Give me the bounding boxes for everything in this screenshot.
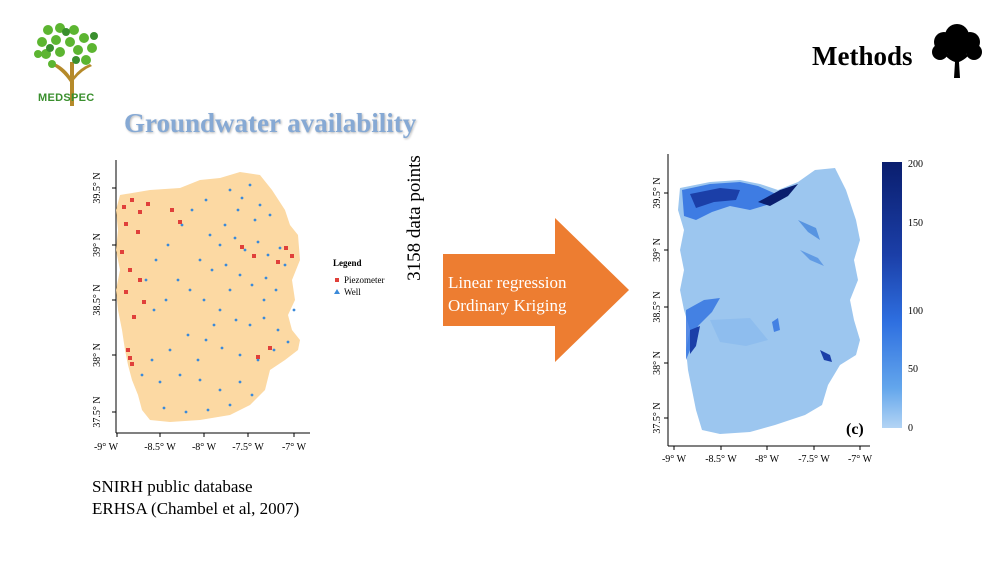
arrow-right-icon — [443, 218, 629, 362]
tree-logo-icon — [34, 23, 98, 106]
x-tick-label: -7° W — [848, 454, 873, 465]
y-tick-label: 37.5° N — [92, 396, 103, 427]
legend-title: Legend — [333, 258, 362, 268]
sampling-points-map: 39.5° N 39° N 38.5° N 38° N 37.5° N -9° … — [92, 160, 384, 453]
x-tick-label: -9° W — [662, 454, 687, 465]
colorbar-label: 200 — [908, 159, 923, 170]
y-tick-label: 38.5° N — [92, 284, 103, 315]
x-tick-label: -8° W — [755, 454, 780, 465]
source-line: SNIRH public database — [92, 477, 253, 496]
data-points-label: 3158 data points — [404, 155, 425, 281]
piezometer-points — [120, 198, 294, 366]
x-tick-label: -7.5° W — [232, 442, 264, 453]
y-tick-label: 39° N — [652, 238, 663, 262]
legend-item-piezometer: Piezometer — [344, 275, 384, 285]
y-tick-label: 38° N — [92, 343, 103, 367]
y-tick-label: 38.5° N — [652, 291, 663, 322]
tree-icon — [932, 24, 982, 78]
panel-label: (c) — [846, 421, 864, 438]
kriging-result-map: 39.5° N 39° N 38.5° N 38° N 37.5° N -9° … — [652, 154, 923, 465]
colorbar-label: 0 — [908, 423, 913, 434]
method-line-1: Linear regression — [448, 273, 567, 292]
x-tick-label: -8.5° W — [705, 454, 737, 465]
y-tick-label: 39° N — [92, 233, 103, 257]
sources-list: SNIRH public database ERHSA (Chambel et … — [92, 476, 299, 520]
method-text: Linear regression Ordinary Kriging — [448, 271, 588, 317]
source-line: ERHSA (Chambel et al, 2007) — [92, 499, 300, 518]
piezometer-legend-marker — [335, 278, 339, 282]
colorbar-label: 100 — [908, 306, 923, 317]
method-line-2: Ordinary Kriging — [448, 296, 567, 315]
well-points — [140, 183, 296, 414]
colorbar-label: 150 — [908, 218, 923, 229]
x-tick-label: -7° W — [282, 442, 307, 453]
y-tick-label: 37.5° N — [652, 402, 663, 433]
x-tick-label: -8.5° W — [144, 442, 176, 453]
colorbar — [882, 162, 902, 428]
region-shape — [116, 172, 300, 422]
y-tick-label: 38° N — [652, 351, 663, 375]
page-title: Groundwater availability — [124, 108, 417, 138]
x-tick-label: -7.5° W — [798, 454, 830, 465]
x-tick-label: -8° W — [192, 442, 217, 453]
y-tick-label: 39.5° N — [92, 172, 103, 203]
y-tick-label: 39.5° N — [652, 177, 663, 208]
colorbar-label: 50 — [908, 364, 918, 375]
section-title: Methods — [812, 41, 913, 71]
high-value-zones — [682, 182, 832, 362]
logo-text: MEDSPEC — [38, 92, 95, 104]
legend-item-well: Well — [344, 287, 361, 297]
well-legend-marker — [334, 289, 340, 294]
x-tick-label: -9° W — [94, 442, 119, 453]
